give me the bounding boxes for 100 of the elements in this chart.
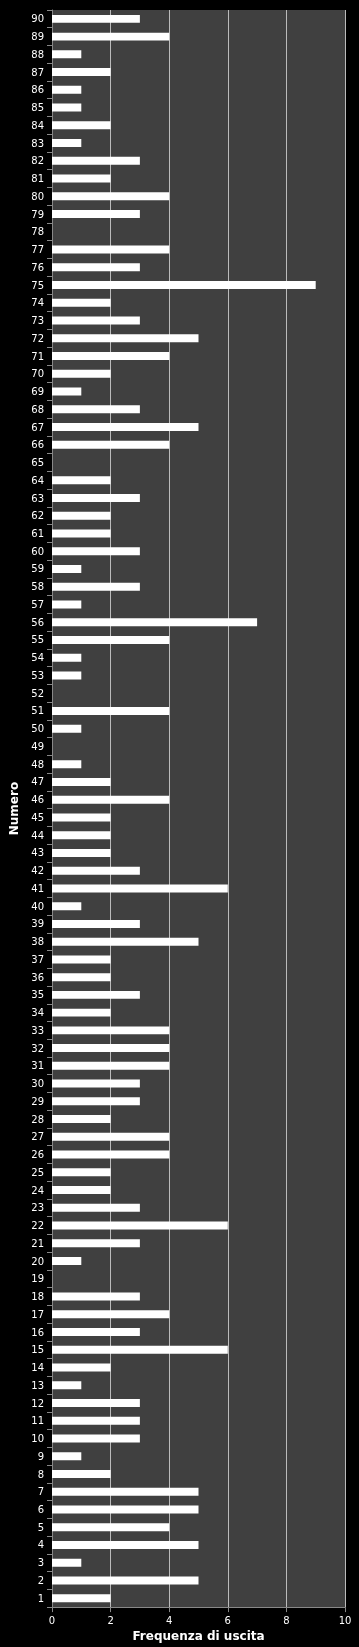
bar — [52, 32, 170, 41]
bar — [52, 85, 82, 94]
y-tick-label: 20 — [31, 1255, 44, 1267]
y-tick-label: 30 — [31, 1078, 44, 1090]
bar — [52, 1558, 82, 1567]
bar — [52, 884, 228, 893]
y-tick-label: 50 — [31, 723, 44, 735]
bar — [52, 352, 170, 361]
y-tick-label: 10 — [31, 1433, 44, 1445]
bar — [52, 1257, 82, 1266]
bar — [52, 1434, 140, 1443]
y-tick-label: 5 — [37, 1521, 44, 1533]
bar — [52, 564, 82, 573]
y-tick-label: 87 — [31, 66, 44, 78]
y-tick-label: 29 — [31, 1095, 44, 1107]
bar — [52, 1061, 170, 1070]
bar — [52, 139, 82, 148]
bar — [52, 68, 111, 77]
y-tick-label: 69 — [31, 386, 44, 398]
y-tick-label: 45 — [31, 811, 44, 823]
y-tick-label: 4 — [37, 1539, 44, 1551]
bar — [52, 706, 170, 715]
y-tick-label: 28 — [31, 1113, 44, 1125]
bar — [52, 937, 199, 946]
y-tick-label: 39 — [31, 918, 44, 930]
bar — [52, 1452, 82, 1461]
y-tick-label: 38 — [31, 936, 44, 948]
bar — [52, 476, 111, 485]
y-tick-label: 76 — [31, 261, 44, 273]
y-tick-label: 75 — [31, 279, 44, 291]
bar — [52, 582, 140, 591]
y-tick-label: 23 — [31, 1202, 44, 1214]
bar — [52, 635, 170, 644]
y-tick-label: 71 — [31, 350, 44, 362]
bar — [52, 423, 199, 432]
bar — [52, 121, 111, 130]
y-tick-label: 65 — [31, 457, 44, 469]
y-tick-label: 2 — [37, 1574, 44, 1586]
x-tick-label: 0 — [48, 1614, 56, 1626]
bar — [52, 1044, 170, 1053]
y-tick-label: 73 — [31, 315, 44, 327]
bar — [52, 1186, 111, 1195]
bar — [52, 1470, 111, 1478]
bar — [52, 547, 140, 556]
bar — [52, 405, 140, 414]
y-tick-label: 40 — [31, 900, 44, 912]
y-tick-label: 47 — [31, 776, 44, 788]
y-tick-label: 9 — [37, 1450, 44, 1462]
bar — [52, 902, 82, 911]
y-tick-label: 77 — [31, 244, 44, 256]
bar — [52, 174, 111, 183]
y-tick-label: 61 — [31, 527, 44, 539]
y-tick-label: 3 — [37, 1557, 44, 1569]
bar — [52, 919, 140, 928]
bar — [52, 795, 170, 804]
x-tick-label: 10 — [338, 1614, 352, 1626]
bar — [52, 1203, 140, 1212]
bar — [52, 387, 82, 396]
y-tick-label: 72 — [31, 332, 44, 344]
y-tick-label: 80 — [31, 190, 44, 202]
y-tick-label: 49 — [31, 740, 44, 752]
bar — [52, 831, 111, 840]
y-tick-label: 88 — [31, 48, 44, 60]
bar — [52, 1150, 170, 1159]
y-tick-label: 78 — [31, 226, 44, 238]
y-tick-label: 67 — [31, 421, 44, 433]
y-tick-label: 57 — [31, 598, 44, 610]
y-tick-label: 1 — [37, 1592, 44, 1604]
y-tick-label: 81 — [31, 173, 44, 185]
y-tick-label: 86 — [31, 84, 44, 96]
x-axis-title: Frequenza di uscita — [132, 1629, 265, 1643]
y-tick-label: 64 — [31, 474, 44, 486]
y-tick-label: 66 — [31, 439, 44, 451]
bar — [52, 494, 140, 502]
y-tick-label: 26 — [31, 1149, 44, 1161]
y-tick-label: 18 — [31, 1291, 44, 1303]
bar — [52, 281, 316, 290]
bar — [52, 866, 140, 875]
bar — [52, 1541, 199, 1549]
bar — [52, 671, 82, 680]
bar — [52, 1008, 111, 1017]
bar — [52, 298, 111, 307]
bar — [52, 1292, 140, 1301]
y-tick-label: 16 — [31, 1326, 44, 1338]
bar — [52, 1168, 111, 1177]
bar — [52, 1097, 140, 1106]
y-tick-label: 58 — [31, 581, 44, 593]
y-axis-title: Numero — [7, 781, 22, 836]
bar — [52, 990, 140, 999]
y-tick-label: 56 — [31, 616, 44, 628]
y-tick-label: 19 — [31, 1273, 44, 1285]
y-tick-label: 8 — [37, 1468, 44, 1480]
bar — [52, 1310, 170, 1319]
bar — [52, 192, 170, 201]
bar — [52, 1523, 170, 1532]
bar — [52, 1221, 228, 1230]
y-tick-label: 82 — [31, 155, 44, 167]
bar — [52, 1399, 140, 1408]
y-tick-label: 62 — [31, 510, 44, 522]
y-tick-label: 14 — [31, 1362, 44, 1374]
